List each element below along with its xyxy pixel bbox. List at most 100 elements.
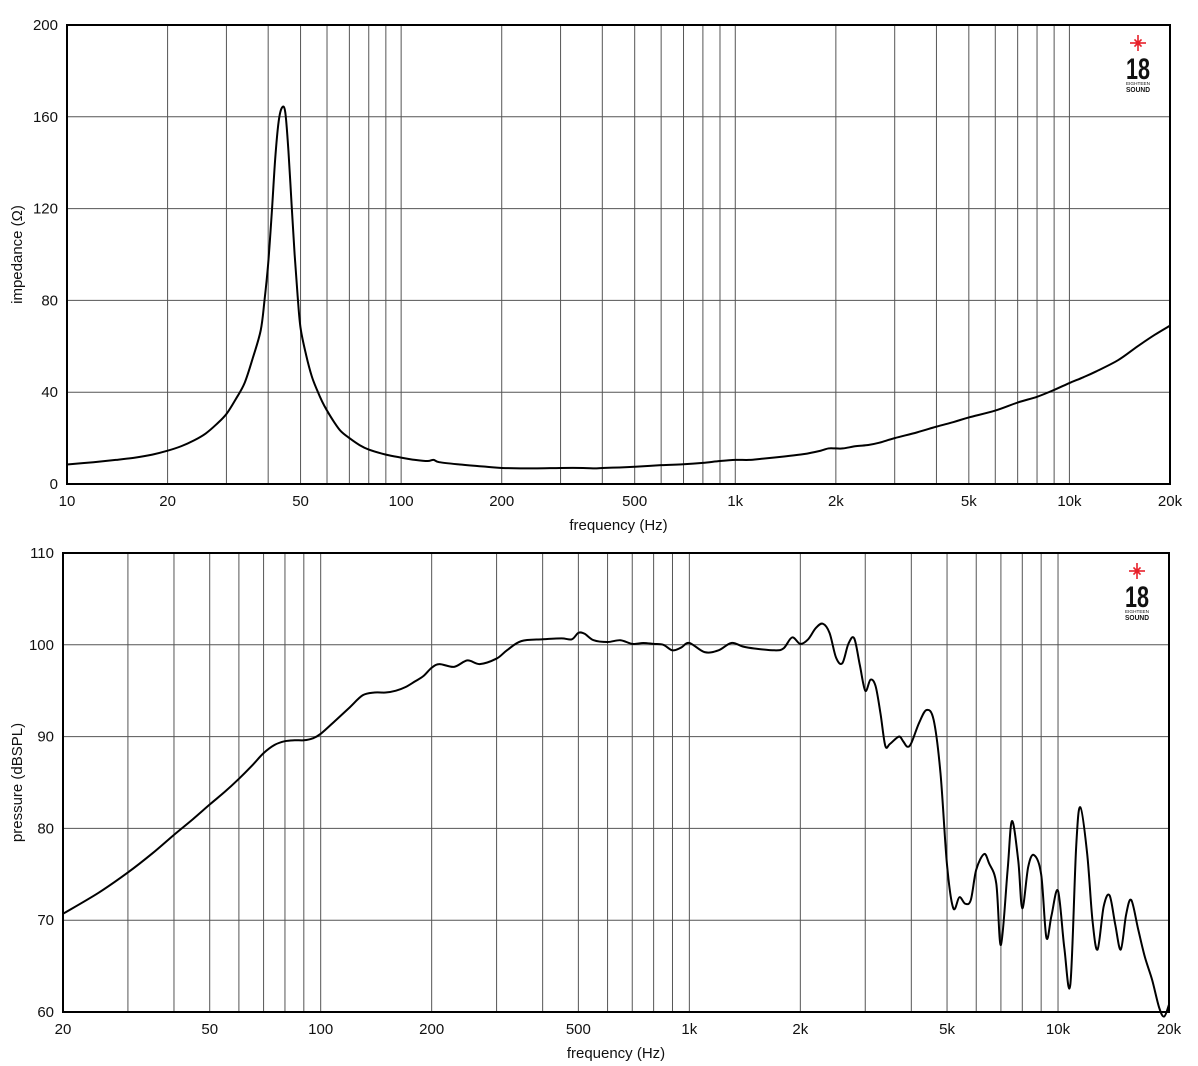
impedance-curves	[66, 105, 1171, 470]
data-point	[284, 111, 286, 113]
data-point	[660, 464, 662, 466]
x-tick-label: 20k	[1157, 1021, 1182, 1038]
data-point	[98, 892, 100, 894]
data-point	[827, 447, 829, 449]
data-point	[662, 644, 664, 646]
data-point	[167, 450, 169, 452]
x-tick-label: 200	[489, 493, 514, 510]
data-point	[560, 467, 562, 469]
data-point	[1040, 873, 1042, 875]
data-point	[311, 375, 313, 377]
data-point	[1069, 983, 1071, 985]
pressure-grid	[63, 553, 1169, 1012]
data-point	[466, 659, 468, 661]
pressure-curves	[62, 622, 1170, 1018]
data-point	[680, 647, 682, 649]
data-point	[761, 458, 763, 460]
y-tick-label: 80	[41, 292, 58, 309]
impedance-y-axis-title: impedance (Ω)	[9, 205, 26, 304]
data-point	[875, 685, 877, 687]
data-point	[1079, 806, 1081, 808]
data-point	[127, 871, 129, 873]
data-point	[1036, 396, 1038, 398]
data-point	[994, 410, 996, 412]
x-tick-label: 1k	[681, 1021, 697, 1038]
data-point	[820, 450, 822, 452]
y-tick-label: 90	[37, 729, 54, 746]
data-point	[134, 457, 136, 459]
data-point	[1154, 334, 1156, 336]
data-point	[281, 107, 283, 109]
data-point	[718, 649, 720, 651]
data-point	[688, 642, 690, 644]
x-tick-label: 100	[389, 493, 414, 510]
data-point	[438, 663, 440, 665]
data-point	[427, 460, 429, 462]
data-point	[374, 692, 376, 694]
series-line	[66, 105, 1171, 470]
data-point	[192, 818, 194, 820]
data-point	[1130, 899, 1132, 901]
impedance-y-tick-labels: 0 40 80 120 160 200	[33, 17, 58, 493]
x-tick-label: 20	[55, 1021, 72, 1038]
data-point	[501, 467, 503, 469]
data-point	[983, 853, 985, 855]
y-tick-label: 200	[33, 17, 58, 34]
data-point	[244, 382, 246, 384]
data-point	[263, 752, 265, 754]
data-point	[782, 647, 784, 649]
y-tick-label: 0	[50, 476, 58, 493]
data-point	[878, 442, 880, 444]
data-point	[935, 426, 937, 428]
data-point	[1137, 345, 1139, 347]
data-point	[438, 461, 440, 463]
logo-number: 18	[1126, 53, 1150, 86]
x-tick-label: 500	[622, 493, 647, 510]
data-point	[215, 423, 217, 425]
data-point	[294, 739, 296, 741]
data-point	[870, 679, 872, 681]
data-point	[180, 445, 182, 447]
x-tick-label: 10k	[1046, 1021, 1071, 1038]
data-point	[653, 643, 655, 645]
data-point	[918, 722, 920, 724]
data-point	[271, 212, 273, 214]
data-point	[946, 864, 948, 866]
data-point	[300, 327, 302, 329]
data-point	[859, 664, 861, 666]
data-point	[340, 430, 342, 432]
data-point	[884, 745, 886, 747]
x-tick-label: 100	[308, 1021, 333, 1038]
data-point	[333, 421, 335, 423]
data-point	[1091, 919, 1093, 921]
data-point	[1163, 1016, 1165, 1018]
data-point	[395, 690, 397, 692]
data-point	[267, 263, 269, 265]
data-point	[842, 447, 844, 449]
impedance-grid	[67, 25, 1170, 484]
data-point	[894, 437, 896, 439]
data-point	[1063, 947, 1065, 949]
data-point	[829, 632, 831, 634]
x-tick-label: 5k	[939, 1021, 955, 1038]
logo-number: 18	[1125, 581, 1149, 614]
data-point	[1057, 890, 1059, 892]
x-tick-label: 50	[201, 1021, 218, 1038]
impedance-x-axis-title: frequency (Hz)	[569, 517, 667, 534]
data-point	[1045, 937, 1047, 939]
data-point	[577, 632, 579, 634]
data-point	[362, 694, 364, 696]
data-point	[348, 437, 350, 439]
data-point	[274, 744, 276, 746]
x-tick-label: 20	[159, 493, 176, 510]
data-point	[704, 651, 706, 653]
data-point	[683, 463, 685, 465]
x-tick-label: 20k	[1158, 493, 1183, 510]
data-point	[506, 649, 508, 651]
data-point	[815, 627, 817, 629]
data-point	[964, 903, 966, 905]
data-point	[783, 455, 785, 457]
red-star-icon	[1129, 563, 1145, 579]
data-point	[953, 421, 955, 423]
